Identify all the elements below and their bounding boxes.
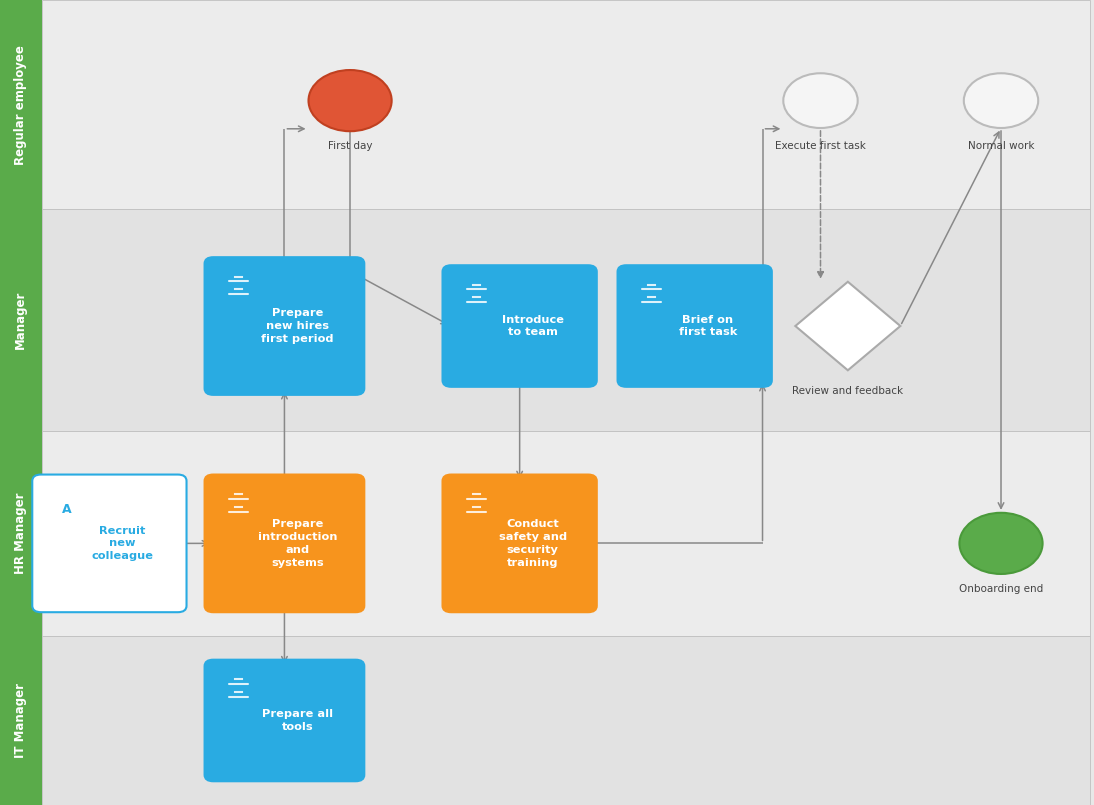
Text: Normal work: Normal work <box>968 141 1034 151</box>
Text: Brief on
first task: Brief on first task <box>678 315 737 337</box>
Text: Manager: Manager <box>14 291 27 349</box>
FancyBboxPatch shape <box>0 431 42 636</box>
FancyBboxPatch shape <box>42 636 1090 805</box>
Circle shape <box>964 73 1038 128</box>
Circle shape <box>309 70 392 131</box>
Text: Conduct
safety and
security
training: Conduct safety and security training <box>499 519 567 568</box>
Text: Regular employee: Regular employee <box>14 45 27 164</box>
Text: Prepare
new hires
first period: Prepare new hires first period <box>261 308 334 344</box>
FancyBboxPatch shape <box>205 475 364 612</box>
Text: First day: First day <box>328 141 372 151</box>
Polygon shape <box>795 282 900 370</box>
FancyBboxPatch shape <box>442 475 597 612</box>
FancyBboxPatch shape <box>442 266 597 387</box>
FancyBboxPatch shape <box>205 660 364 781</box>
FancyBboxPatch shape <box>617 266 772 387</box>
Text: HR Manager: HR Manager <box>14 493 27 574</box>
FancyBboxPatch shape <box>0 636 42 805</box>
FancyBboxPatch shape <box>33 475 186 612</box>
FancyBboxPatch shape <box>42 0 1090 209</box>
Text: Onboarding end: Onboarding end <box>958 584 1044 593</box>
Text: Introduce
to team: Introduce to team <box>502 315 563 337</box>
FancyBboxPatch shape <box>42 431 1090 636</box>
FancyBboxPatch shape <box>205 258 364 395</box>
Text: Prepare all
tools: Prepare all tools <box>261 709 334 732</box>
Text: Execute first task: Execute first task <box>775 141 866 151</box>
Text: Prepare
introduction
and
systems: Prepare introduction and systems <box>258 519 337 568</box>
Text: Recruit
new
colleague: Recruit new colleague <box>92 526 153 561</box>
FancyBboxPatch shape <box>42 209 1090 431</box>
Text: Review and feedback: Review and feedback <box>792 386 904 396</box>
FancyBboxPatch shape <box>0 0 42 209</box>
Circle shape <box>959 513 1043 574</box>
Circle shape <box>783 73 858 128</box>
Text: IT Manager: IT Manager <box>14 683 27 758</box>
Text: A: A <box>61 502 71 516</box>
FancyBboxPatch shape <box>0 209 42 431</box>
